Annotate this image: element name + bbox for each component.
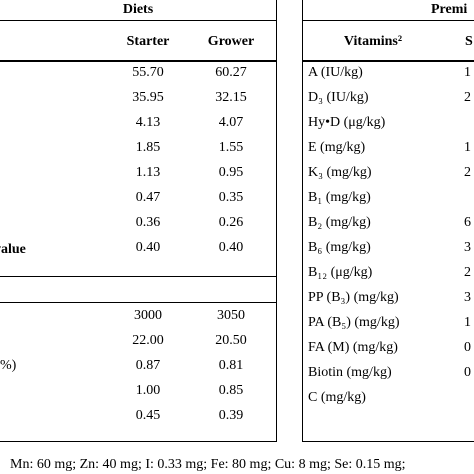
rule <box>302 441 474 442</box>
rule <box>302 60 474 62</box>
cell: 0.39 <box>218 408 244 423</box>
rule <box>0 276 277 277</box>
cell: 2 <box>464 265 471 280</box>
cell: 0 <box>464 340 471 355</box>
column-header: S <box>465 34 473 49</box>
row-label: K₃ (mg/kg) <box>308 165 372 180</box>
cell: 0.81 <box>218 358 244 373</box>
cell: 1 <box>464 315 471 330</box>
cell: 0.45 <box>135 408 161 423</box>
cell: 35.95 <box>132 90 164 105</box>
cell: 0.35 <box>218 190 244 205</box>
row-label: FA (M) (mg/kg) <box>308 340 398 355</box>
cell: 0 <box>464 365 471 380</box>
rule <box>0 441 277 442</box>
cell: 60.27 <box>215 65 247 80</box>
cell: 0.85 <box>218 383 244 398</box>
cell: 1.13 <box>135 165 161 180</box>
rule <box>0 302 277 303</box>
row-label: %) <box>0 358 17 373</box>
cell: 1 <box>464 140 471 155</box>
row-label: B₁ (mg/kg) <box>308 190 371 205</box>
cell: 32.15 <box>215 90 247 105</box>
cell: 0.26 <box>218 215 244 230</box>
section-title: value <box>0 242 26 257</box>
row-label: PP (B₃) (mg/kg) <box>308 290 399 305</box>
row-label: A (IU/kg) <box>308 65 363 80</box>
column-header: Vitamins² <box>343 34 403 49</box>
cell: 0.40 <box>135 240 161 255</box>
table-header: Premi <box>431 2 468 17</box>
cell: 20.50 <box>215 333 247 348</box>
cell: 0.47 <box>135 190 161 205</box>
cell: 3 <box>464 240 471 255</box>
rule <box>0 60 277 62</box>
cell: 4.13 <box>135 115 161 130</box>
cell: 3000 <box>134 308 162 323</box>
rule <box>0 20 277 21</box>
cell: 1.85 <box>135 140 161 155</box>
column-header: Starter <box>126 34 170 49</box>
cell: 1.00 <box>135 383 161 398</box>
cell: 55.70 <box>132 65 164 80</box>
cell: 0.40 <box>218 240 244 255</box>
row-label: E (mg/kg) <box>308 140 366 155</box>
row-label: B₁₂ (μg/kg) <box>308 265 373 280</box>
footnote: Mn: 60 mg; Zn: 40 mg; I: 0.33 mg; Fe: 80… <box>10 457 406 472</box>
cell: 3 <box>464 290 471 305</box>
cell: 4.07 <box>218 115 244 130</box>
row-label: Hy•D (μg/kg) <box>308 115 386 130</box>
cell: 6 <box>464 215 471 230</box>
cell: 0.36 <box>135 215 161 230</box>
row-label: D₃ (IU/kg) <box>308 90 369 105</box>
table-header: Diets <box>122 2 154 17</box>
column-header: Grower <box>207 34 255 49</box>
row-label: B₆ (mg/kg) <box>308 240 371 255</box>
cell: 0.87 <box>135 358 161 373</box>
cell: 0.95 <box>218 165 244 180</box>
cell: 1 <box>464 65 471 80</box>
rule <box>302 20 474 21</box>
divider <box>302 0 303 442</box>
cell: 2 <box>464 165 471 180</box>
cell: 3050 <box>217 308 245 323</box>
row-label: Biotin (mg/kg) <box>308 365 392 380</box>
divider <box>276 0 277 442</box>
row-label: PA (B₅) (mg/kg) <box>308 315 400 330</box>
row-label: B₂ (mg/kg) <box>308 215 371 230</box>
row-label: C (mg/kg) <box>308 390 366 405</box>
cell: 1.55 <box>218 140 244 155</box>
cell: 22.00 <box>132 333 164 348</box>
cell: 2 <box>464 90 471 105</box>
